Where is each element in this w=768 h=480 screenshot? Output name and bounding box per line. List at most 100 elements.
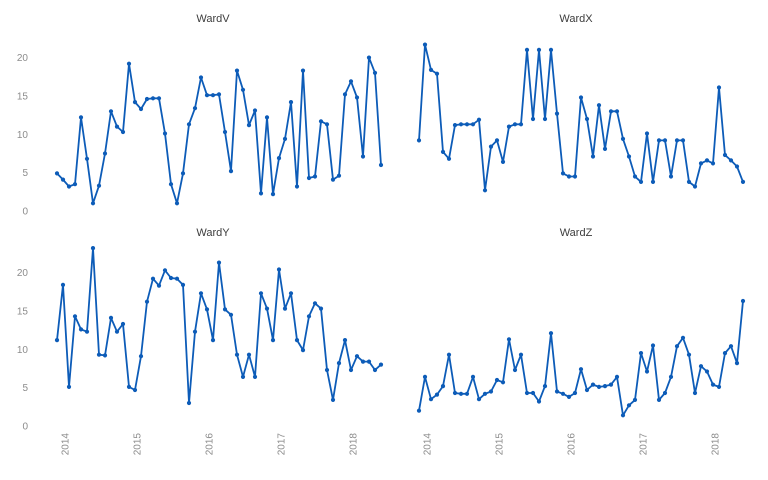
data-point	[72, 314, 78, 319]
data-point	[518, 122, 524, 127]
data-point	[366, 359, 372, 364]
data-point	[252, 108, 258, 113]
data-point	[716, 384, 722, 389]
data-point	[488, 389, 494, 394]
data-point	[276, 267, 282, 272]
data-point	[422, 42, 428, 47]
data-point	[318, 119, 324, 124]
data-point	[300, 68, 306, 73]
data-point	[240, 87, 246, 92]
data-point	[428, 67, 434, 72]
data-point	[416, 138, 422, 143]
y-tick-label: 0	[22, 207, 28, 218]
data-point	[192, 329, 198, 334]
data-point	[548, 331, 554, 336]
data-point	[440, 149, 446, 154]
data-point	[458, 122, 464, 127]
data-point	[312, 301, 318, 306]
data-point	[78, 115, 84, 120]
data-point	[288, 100, 294, 105]
data-point	[264, 115, 270, 120]
data-point	[120, 129, 126, 135]
data-point	[686, 352, 692, 357]
data-point	[216, 260, 222, 265]
data-point	[566, 174, 572, 179]
data-point	[734, 164, 740, 169]
data-point	[482, 391, 488, 396]
data-point	[680, 138, 686, 143]
data-point	[590, 382, 596, 387]
data-point	[264, 306, 270, 311]
data-point	[728, 158, 734, 163]
data-point	[138, 106, 144, 112]
data-point	[312, 174, 318, 179]
data-point	[632, 174, 638, 179]
data-point	[324, 367, 330, 373]
y-tick-label: 10	[17, 345, 29, 356]
data-point	[330, 397, 336, 402]
data-point	[282, 306, 288, 311]
series-line-wardy	[56, 247, 382, 404]
data-point	[372, 70, 378, 75]
data-point	[228, 169, 234, 174]
data-point	[452, 123, 458, 128]
data-point	[162, 131, 168, 136]
data-point	[378, 162, 384, 168]
data-point	[372, 367, 378, 373]
data-point	[698, 161, 704, 166]
data-point	[722, 351, 728, 356]
data-point	[626, 154, 632, 159]
data-point	[674, 138, 680, 143]
data-point	[488, 144, 494, 149]
data-point	[366, 55, 372, 60]
series-line-wardx	[418, 43, 744, 192]
data-point	[66, 184, 72, 189]
x-tick-label: 2016	[205, 433, 216, 456]
data-point	[102, 353, 108, 358]
data-point	[500, 159, 506, 164]
panel-wardx	[416, 42, 746, 193]
data-point	[416, 408, 422, 413]
data-point	[84, 156, 90, 161]
data-point	[572, 174, 578, 179]
data-point	[144, 299, 150, 304]
data-point	[168, 182, 174, 187]
data-point	[246, 352, 252, 357]
data-point	[650, 179, 656, 184]
data-point	[324, 122, 330, 127]
data-point	[54, 171, 60, 176]
data-point	[330, 177, 336, 182]
data-point	[192, 106, 198, 111]
data-point	[138, 354, 144, 359]
data-point	[698, 364, 704, 369]
x-tick-label: 2018	[349, 433, 360, 456]
y-tick-label: 10	[17, 130, 29, 141]
data-point	[222, 307, 228, 312]
data-point	[342, 338, 348, 343]
data-point	[120, 321, 126, 327]
x-tick-label: 2017	[277, 433, 288, 456]
y-tick-label: 15	[17, 306, 29, 317]
data-point	[740, 298, 746, 304]
x-tick-label: 2015	[495, 433, 506, 456]
x-tick-label: 2014	[61, 433, 72, 456]
data-point	[90, 201, 96, 206]
data-point	[126, 384, 132, 389]
panel-title-wardz: WardZ	[560, 227, 593, 239]
data-point	[602, 146, 608, 151]
data-point	[150, 96, 156, 101]
data-point	[476, 397, 482, 402]
panel-wardv: 0 5 10 15 20	[17, 53, 384, 218]
data-point	[602, 384, 608, 389]
data-point	[542, 116, 548, 122]
data-point	[530, 390, 536, 396]
data-point	[144, 96, 150, 102]
data-point	[656, 397, 662, 402]
data-point	[638, 351, 644, 356]
data-point	[156, 96, 162, 101]
data-point	[198, 75, 204, 80]
data-point	[108, 315, 114, 320]
data-point	[446, 156, 452, 161]
